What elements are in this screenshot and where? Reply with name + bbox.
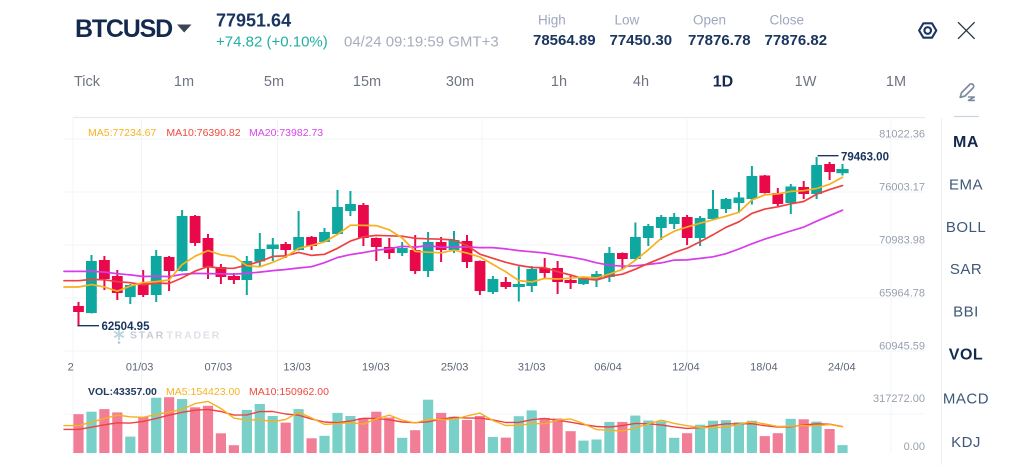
svg-text:30m: 30m bbox=[446, 74, 474, 90]
svg-text:1M: 1M bbox=[886, 74, 906, 90]
svg-text:31/03: 31/03 bbox=[518, 362, 546, 374]
svg-text:81022.36: 81022.36 bbox=[879, 129, 925, 141]
svg-text:12/04: 12/04 bbox=[672, 362, 700, 374]
svg-text:24/04: 24/04 bbox=[828, 362, 856, 374]
svg-text:76003.17: 76003.17 bbox=[879, 182, 925, 194]
svg-text:Tick: Tick bbox=[74, 74, 101, 90]
svg-text:BBI: BBI bbox=[953, 304, 979, 321]
svg-text:19/03: 19/03 bbox=[362, 362, 390, 374]
svg-text:MA5:154423.00: MA5:154423.00 bbox=[166, 386, 240, 398]
svg-text:BTCUSD: BTCUSD bbox=[75, 15, 172, 43]
svg-text:TRADER: TRADER bbox=[167, 330, 222, 342]
svg-text:1h: 1h bbox=[551, 74, 567, 90]
svg-text:01/03: 01/03 bbox=[126, 362, 154, 374]
svg-text:BOLL: BOLL bbox=[946, 219, 986, 236]
svg-text:2: 2 bbox=[68, 362, 74, 374]
svg-text:4h: 4h bbox=[633, 74, 649, 90]
svg-text:62504.95: 62504.95 bbox=[102, 321, 151, 333]
svg-text:79463.00: 79463.00 bbox=[841, 152, 889, 164]
svg-text:0.00: 0.00 bbox=[904, 441, 925, 453]
svg-text:78564.89: 78564.89 bbox=[533, 32, 596, 49]
svg-text:25/03: 25/03 bbox=[441, 362, 469, 374]
svg-text:77876.82: 77876.82 bbox=[765, 32, 828, 49]
svg-text:5m: 5m bbox=[264, 74, 284, 90]
svg-text:13/03: 13/03 bbox=[283, 362, 311, 374]
svg-text:1W: 1W bbox=[795, 74, 817, 90]
svg-text:MA10:150962.00: MA10:150962.00 bbox=[249, 386, 329, 398]
svg-text:VOL:43357.00: VOL:43357.00 bbox=[88, 386, 157, 398]
svg-text:Close: Close bbox=[770, 13, 805, 28]
svg-text:60945.59: 60945.59 bbox=[879, 341, 925, 353]
svg-text:07/03: 07/03 bbox=[205, 362, 233, 374]
svg-text:18/04: 18/04 bbox=[750, 362, 778, 374]
svg-text:EMA: EMA bbox=[949, 177, 983, 194]
svg-text:+74.82 (+0.10%): +74.82 (+0.10%) bbox=[216, 34, 328, 51]
svg-text:15m: 15m bbox=[353, 74, 381, 90]
svg-text:1D: 1D bbox=[713, 74, 733, 91]
svg-text:Low: Low bbox=[615, 13, 640, 28]
svg-text:STAR: STAR bbox=[130, 330, 165, 342]
svg-text:Open: Open bbox=[693, 13, 726, 28]
svg-text:77450.30: 77450.30 bbox=[610, 32, 673, 49]
svg-text:06/04: 06/04 bbox=[594, 362, 622, 374]
svg-text:High: High bbox=[538, 13, 566, 28]
svg-text:65964.78: 65964.78 bbox=[879, 288, 925, 300]
svg-text:MACD: MACD bbox=[943, 391, 989, 408]
svg-text:KDJ: KDJ bbox=[951, 434, 981, 451]
svg-text:MA5:77234.67: MA5:77234.67 bbox=[88, 127, 156, 139]
svg-text:MA20:73982.73: MA20:73982.73 bbox=[249, 127, 323, 139]
svg-text:77951.64: 77951.64 bbox=[216, 11, 291, 31]
svg-text:04/24 09:19:59 GMT+3: 04/24 09:19:59 GMT+3 bbox=[344, 34, 499, 51]
svg-text:MA: MA bbox=[953, 134, 979, 151]
svg-text:VOL: VOL bbox=[949, 347, 983, 364]
svg-text:77876.78: 77876.78 bbox=[688, 32, 751, 49]
svg-text:1m: 1m bbox=[174, 74, 194, 90]
svg-text:MA10:76390.82: MA10:76390.82 bbox=[166, 127, 240, 139]
svg-text:70983.98: 70983.98 bbox=[879, 235, 925, 247]
svg-text:SAR: SAR bbox=[950, 261, 982, 278]
svg-text:317272.00: 317272.00 bbox=[873, 393, 925, 405]
